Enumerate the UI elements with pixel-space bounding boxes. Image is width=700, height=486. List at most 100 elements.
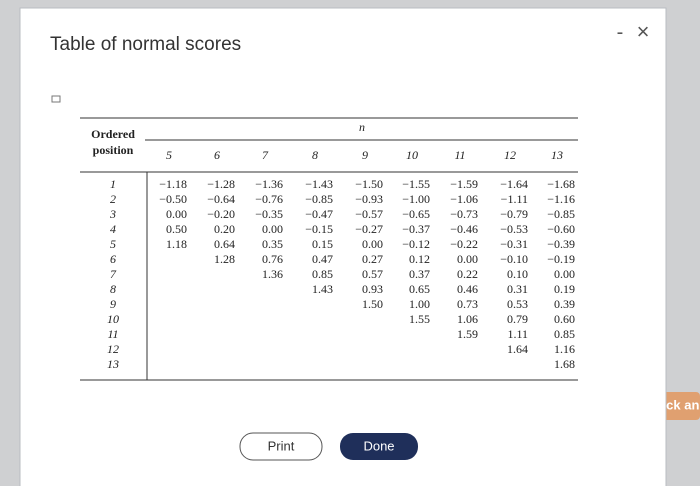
position: 10 <box>107 312 119 326</box>
dialog-title: Table of normal scores <box>50 34 241 55</box>
cell: 0.19 <box>554 282 575 296</box>
cell: 0.65 <box>409 282 430 296</box>
cell: −0.76 <box>255 192 283 206</box>
cell: −0.73 <box>450 207 478 221</box>
cell: −0.12 <box>402 237 430 251</box>
column-header: 5 <box>166 148 172 162</box>
cell: 0.85 <box>554 327 575 341</box>
cell: −1.18 <box>159 177 187 191</box>
cell: 0.39 <box>554 297 575 311</box>
cell: 0.00 <box>166 207 187 221</box>
cell: −0.19 <box>547 252 575 266</box>
cell: −0.39 <box>547 237 575 251</box>
cell: 1.00 <box>409 297 430 311</box>
cell: 1.64 <box>507 342 528 356</box>
cell: 0.79 <box>507 312 528 326</box>
cell: 0.31 <box>507 282 528 296</box>
cell: −1.55 <box>402 177 430 191</box>
cell: 0.00 <box>262 222 283 236</box>
position: 8 <box>110 282 116 296</box>
cell: −1.36 <box>255 177 283 191</box>
position: 9 <box>110 297 116 311</box>
cell: 0.60 <box>554 312 575 326</box>
cell: −0.22 <box>450 237 478 251</box>
cell: −0.10 <box>500 252 528 266</box>
cell: −0.65 <box>402 207 430 221</box>
position: 11 <box>107 327 118 341</box>
position: 1 <box>110 177 116 191</box>
cell: −1.16 <box>547 192 575 206</box>
cell: 1.06 <box>457 312 478 326</box>
cell: −0.47 <box>305 207 333 221</box>
column-group: n <box>359 120 365 134</box>
icon <box>51 95 61 103</box>
cell: −0.27 <box>355 222 383 236</box>
position: 4 <box>110 222 116 236</box>
cell: 0.73 <box>457 297 478 311</box>
cell: 0.37 <box>409 267 430 281</box>
cell: −1.00 <box>402 192 430 206</box>
cell: 0.57 <box>362 267 383 281</box>
position: 3 <box>109 207 116 221</box>
cell: 0.85 <box>312 267 333 281</box>
position: 2 <box>110 192 116 206</box>
cell: −1.59 <box>450 177 478 191</box>
row-header-text: Ordered position <box>91 127 135 157</box>
minimize-button[interactable]: - <box>617 21 624 43</box>
cell: 0.47 <box>312 252 333 266</box>
cell: 1.59 <box>457 327 478 341</box>
column-header: 6 <box>214 148 220 162</box>
dialog <box>19 7 667 486</box>
cell: 1.11 <box>507 327 528 341</box>
cell: 0.00 <box>362 237 383 251</box>
cell: 0.46 <box>457 282 478 296</box>
cell: −1.64 <box>500 177 528 191</box>
cell: 0.93 <box>362 282 383 296</box>
column-header: 7 <box>262 148 269 162</box>
close-button[interactable]: × <box>637 19 650 44</box>
cell: 0.27 <box>362 252 383 266</box>
cell: 0.20 <box>214 222 235 236</box>
cell: −1.68 <box>547 177 575 191</box>
cell: 1.28 <box>214 252 235 266</box>
position: 7 <box>110 267 117 281</box>
cell: −1.28 <box>207 177 235 191</box>
print-button[interactable] <box>239 432 323 461</box>
column-header: 12 <box>504 148 516 162</box>
column-header: 10 <box>406 148 418 162</box>
cell: −0.46 <box>450 222 478 236</box>
cell: −0.37 <box>402 222 430 236</box>
row-header: Ordered position <box>91 127 135 157</box>
table: Ordered position n 123456789101112135−1.… <box>80 117 578 381</box>
done-label: Done <box>363 438 394 453</box>
cell: 0.15 <box>312 237 333 251</box>
cell: −0.85 <box>547 207 575 221</box>
done-button[interactable] <box>340 433 418 460</box>
column-header: 9 <box>362 148 368 162</box>
cell: −1.06 <box>450 192 478 206</box>
cell: 0.00 <box>457 252 478 266</box>
cell: 1.55 <box>409 312 430 326</box>
cell: 1.36 <box>262 267 283 281</box>
cell: 1.50 <box>362 297 383 311</box>
cell: 1.43 <box>312 282 333 296</box>
position: 13 <box>107 357 119 371</box>
cell: −0.79 <box>500 207 528 221</box>
cell: 0.12 <box>409 252 430 266</box>
cell: −0.50 <box>159 192 187 206</box>
position: 6 <box>110 252 116 266</box>
cell: −0.93 <box>355 192 383 206</box>
column-header: 11 <box>454 148 465 162</box>
cell: −1.11 <box>501 192 528 206</box>
column-header: 8 <box>312 148 318 162</box>
cell: −0.85 <box>305 192 333 206</box>
cell: 1.68 <box>554 357 575 371</box>
cell: 0.76 <box>262 252 283 266</box>
position: 5 <box>110 237 116 251</box>
cell: −0.53 <box>500 222 528 236</box>
cell: −0.15 <box>305 222 333 236</box>
cell: 0.53 <box>507 297 528 311</box>
print-label: Print <box>268 438 295 453</box>
column-header: 13 <box>551 148 563 162</box>
